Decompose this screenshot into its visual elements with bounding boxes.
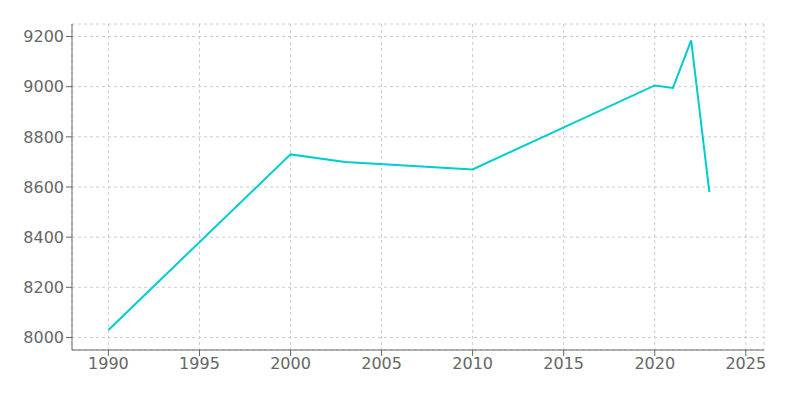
svg-text:8800: 8800 — [23, 128, 64, 147]
svg-text:8200: 8200 — [23, 278, 64, 297]
svg-text:2005: 2005 — [361, 354, 402, 373]
svg-text:2020: 2020 — [634, 354, 675, 373]
svg-text:2010: 2010 — [452, 354, 493, 373]
svg-text:2000: 2000 — [270, 354, 311, 373]
svg-text:2025: 2025 — [725, 354, 766, 373]
svg-text:9000: 9000 — [23, 77, 64, 96]
svg-text:8400: 8400 — [23, 228, 64, 247]
svg-text:2015: 2015 — [543, 354, 584, 373]
svg-text:1990: 1990 — [88, 354, 129, 373]
svg-text:9200: 9200 — [23, 27, 64, 46]
svg-text:8600: 8600 — [23, 178, 64, 197]
svg-text:8000: 8000 — [23, 328, 64, 347]
svg-text:1995: 1995 — [179, 354, 220, 373]
